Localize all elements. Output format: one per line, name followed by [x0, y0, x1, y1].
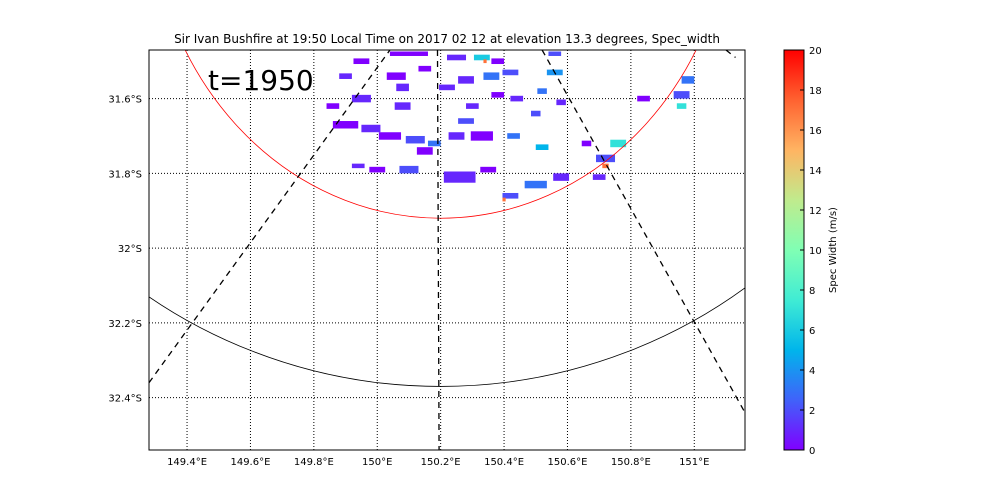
- radar-echo: [473, 54, 490, 61]
- y-tick-label: 32.2°S: [108, 319, 142, 330]
- radar-echo: [596, 154, 616, 163]
- plot-frame: [148, 49, 746, 451]
- beam-line: [541, 50, 745, 413]
- radar-echo: [396, 83, 409, 92]
- colorbar-tick-label: 10: [809, 246, 822, 257]
- radar-echo: [470, 131, 493, 141]
- radar-echo: [439, 84, 455, 91]
- radar-echo: [524, 180, 547, 189]
- radar-echo: [510, 95, 524, 102]
- y-axis-ticks: 31.6°S 31.8°S 32°S 32.2°S 32.4°S: [108, 95, 142, 405]
- beam-line: [149, 50, 391, 384]
- colorbar-tick-label: 14: [809, 166, 822, 177]
- radar-echo: [681, 76, 695, 84]
- beam-line-layer: [149, 50, 745, 450]
- x-tick-label: 150.8°E: [611, 457, 651, 468]
- radar-echo: [466, 103, 479, 109]
- echo-layer: [326, 51, 695, 202]
- radar-echo: [458, 76, 474, 84]
- beam-line: [725, 50, 736, 58]
- radar-echo: [592, 174, 606, 180]
- radar-echo: [502, 197, 506, 202]
- colorbar-tick-label: 18: [809, 86, 822, 97]
- y-tick-label: 31.8°S: [108, 169, 142, 180]
- colorbar-tick-label: 20: [809, 46, 822, 57]
- grid-layer: [149, 50, 745, 450]
- radar-echo: [480, 166, 497, 173]
- radar-echo: [553, 173, 570, 181]
- range-ring-layer: [149, 50, 745, 387]
- x-tick-label: 149.4°E: [167, 457, 207, 468]
- chart-title: Sir Ivan Bushfire at 19:50 Local Time on…: [174, 32, 720, 46]
- radar-echo: [483, 72, 500, 80]
- radar-echo: [351, 163, 365, 169]
- colorbar-tick-label: 16: [809, 126, 822, 137]
- radar-echo: [491, 58, 505, 65]
- time-annotation: t=1950: [208, 64, 314, 97]
- colorbar-tick-label: 4: [809, 366, 815, 377]
- radar-echo: [361, 124, 381, 133]
- radar-echo: [332, 121, 359, 129]
- radar-echo: [637, 95, 650, 102]
- x-tick-label: 150.6°E: [547, 457, 587, 468]
- radar-echo: [556, 99, 566, 106]
- radar-echo: [676, 103, 687, 109]
- radar-echo: [443, 171, 476, 183]
- radar-echo: [537, 88, 547, 94]
- radar-echo: [502, 69, 519, 76]
- radar-echo: [458, 118, 474, 124]
- radar-echo: [386, 72, 406, 80]
- colorbar-tick-label: 12: [809, 206, 822, 217]
- radar-echo: [427, 140, 441, 147]
- radar-echo: [548, 51, 562, 56]
- colorbar-tick-label: 2: [809, 406, 815, 417]
- x-tick-label: 150.2°E: [421, 457, 461, 468]
- x-axis-ticks: 149.4°E 149.6°E 149.8°E 150°E 150.2°E 150.4°E…: [167, 457, 709, 468]
- radar-echo: [351, 94, 371, 103]
- radar-echo: [448, 132, 465, 140]
- radar-echo: [339, 73, 352, 79]
- radar-echo: [581, 140, 592, 147]
- radar-echo: [418, 65, 432, 72]
- radar-echo: [389, 51, 428, 56]
- x-tick-label: 151°E: [679, 457, 709, 468]
- radar-echo: [326, 103, 340, 109]
- x-tick-label: 150.4°E: [484, 457, 524, 468]
- colorbar-tick-label: 8: [809, 286, 815, 297]
- radar-echo: [399, 165, 419, 174]
- colorbar-tick-label: 0: [809, 446, 815, 457]
- y-tick-label: 32°S: [118, 244, 142, 255]
- y-tick-label: 32.4°S: [108, 394, 142, 405]
- range-ring: [184, 50, 697, 219]
- range-ring: [149, 287, 745, 387]
- radar-echo: [610, 139, 627, 148]
- radar-echo: [353, 58, 370, 65]
- radar-echo: [673, 91, 690, 99]
- radar-echo: [447, 54, 467, 61]
- radar-echo: [369, 166, 386, 173]
- colorbar-tick-label: 6: [809, 326, 815, 337]
- radar-echo: [416, 147, 433, 155]
- radar-echo: [502, 192, 519, 199]
- x-tick-label: 149.6°E: [230, 457, 270, 468]
- beam-line: [436, 50, 440, 450]
- radar-echo: [491, 92, 505, 98]
- colorbar-label: Spec Width (m/s): [828, 207, 839, 293]
- x-tick-label: 149.8°E: [294, 457, 334, 468]
- radar-echo: [483, 59, 487, 64]
- colorbar-ticks: 0 2 4 6 8 10 12 14 16 18 20: [800, 46, 822, 457]
- radar-echo: [602, 163, 609, 169]
- x-tick-label: 150°E: [362, 457, 392, 468]
- radar-echo: [405, 135, 425, 144]
- radar-echo: [507, 133, 520, 139]
- y-tick-label: 31.6°S: [108, 95, 142, 106]
- radar-echo: [394, 102, 411, 110]
- radar-echo: [531, 110, 541, 117]
- radar-echo: [378, 132, 402, 140]
- radar-echo: [535, 144, 549, 150]
